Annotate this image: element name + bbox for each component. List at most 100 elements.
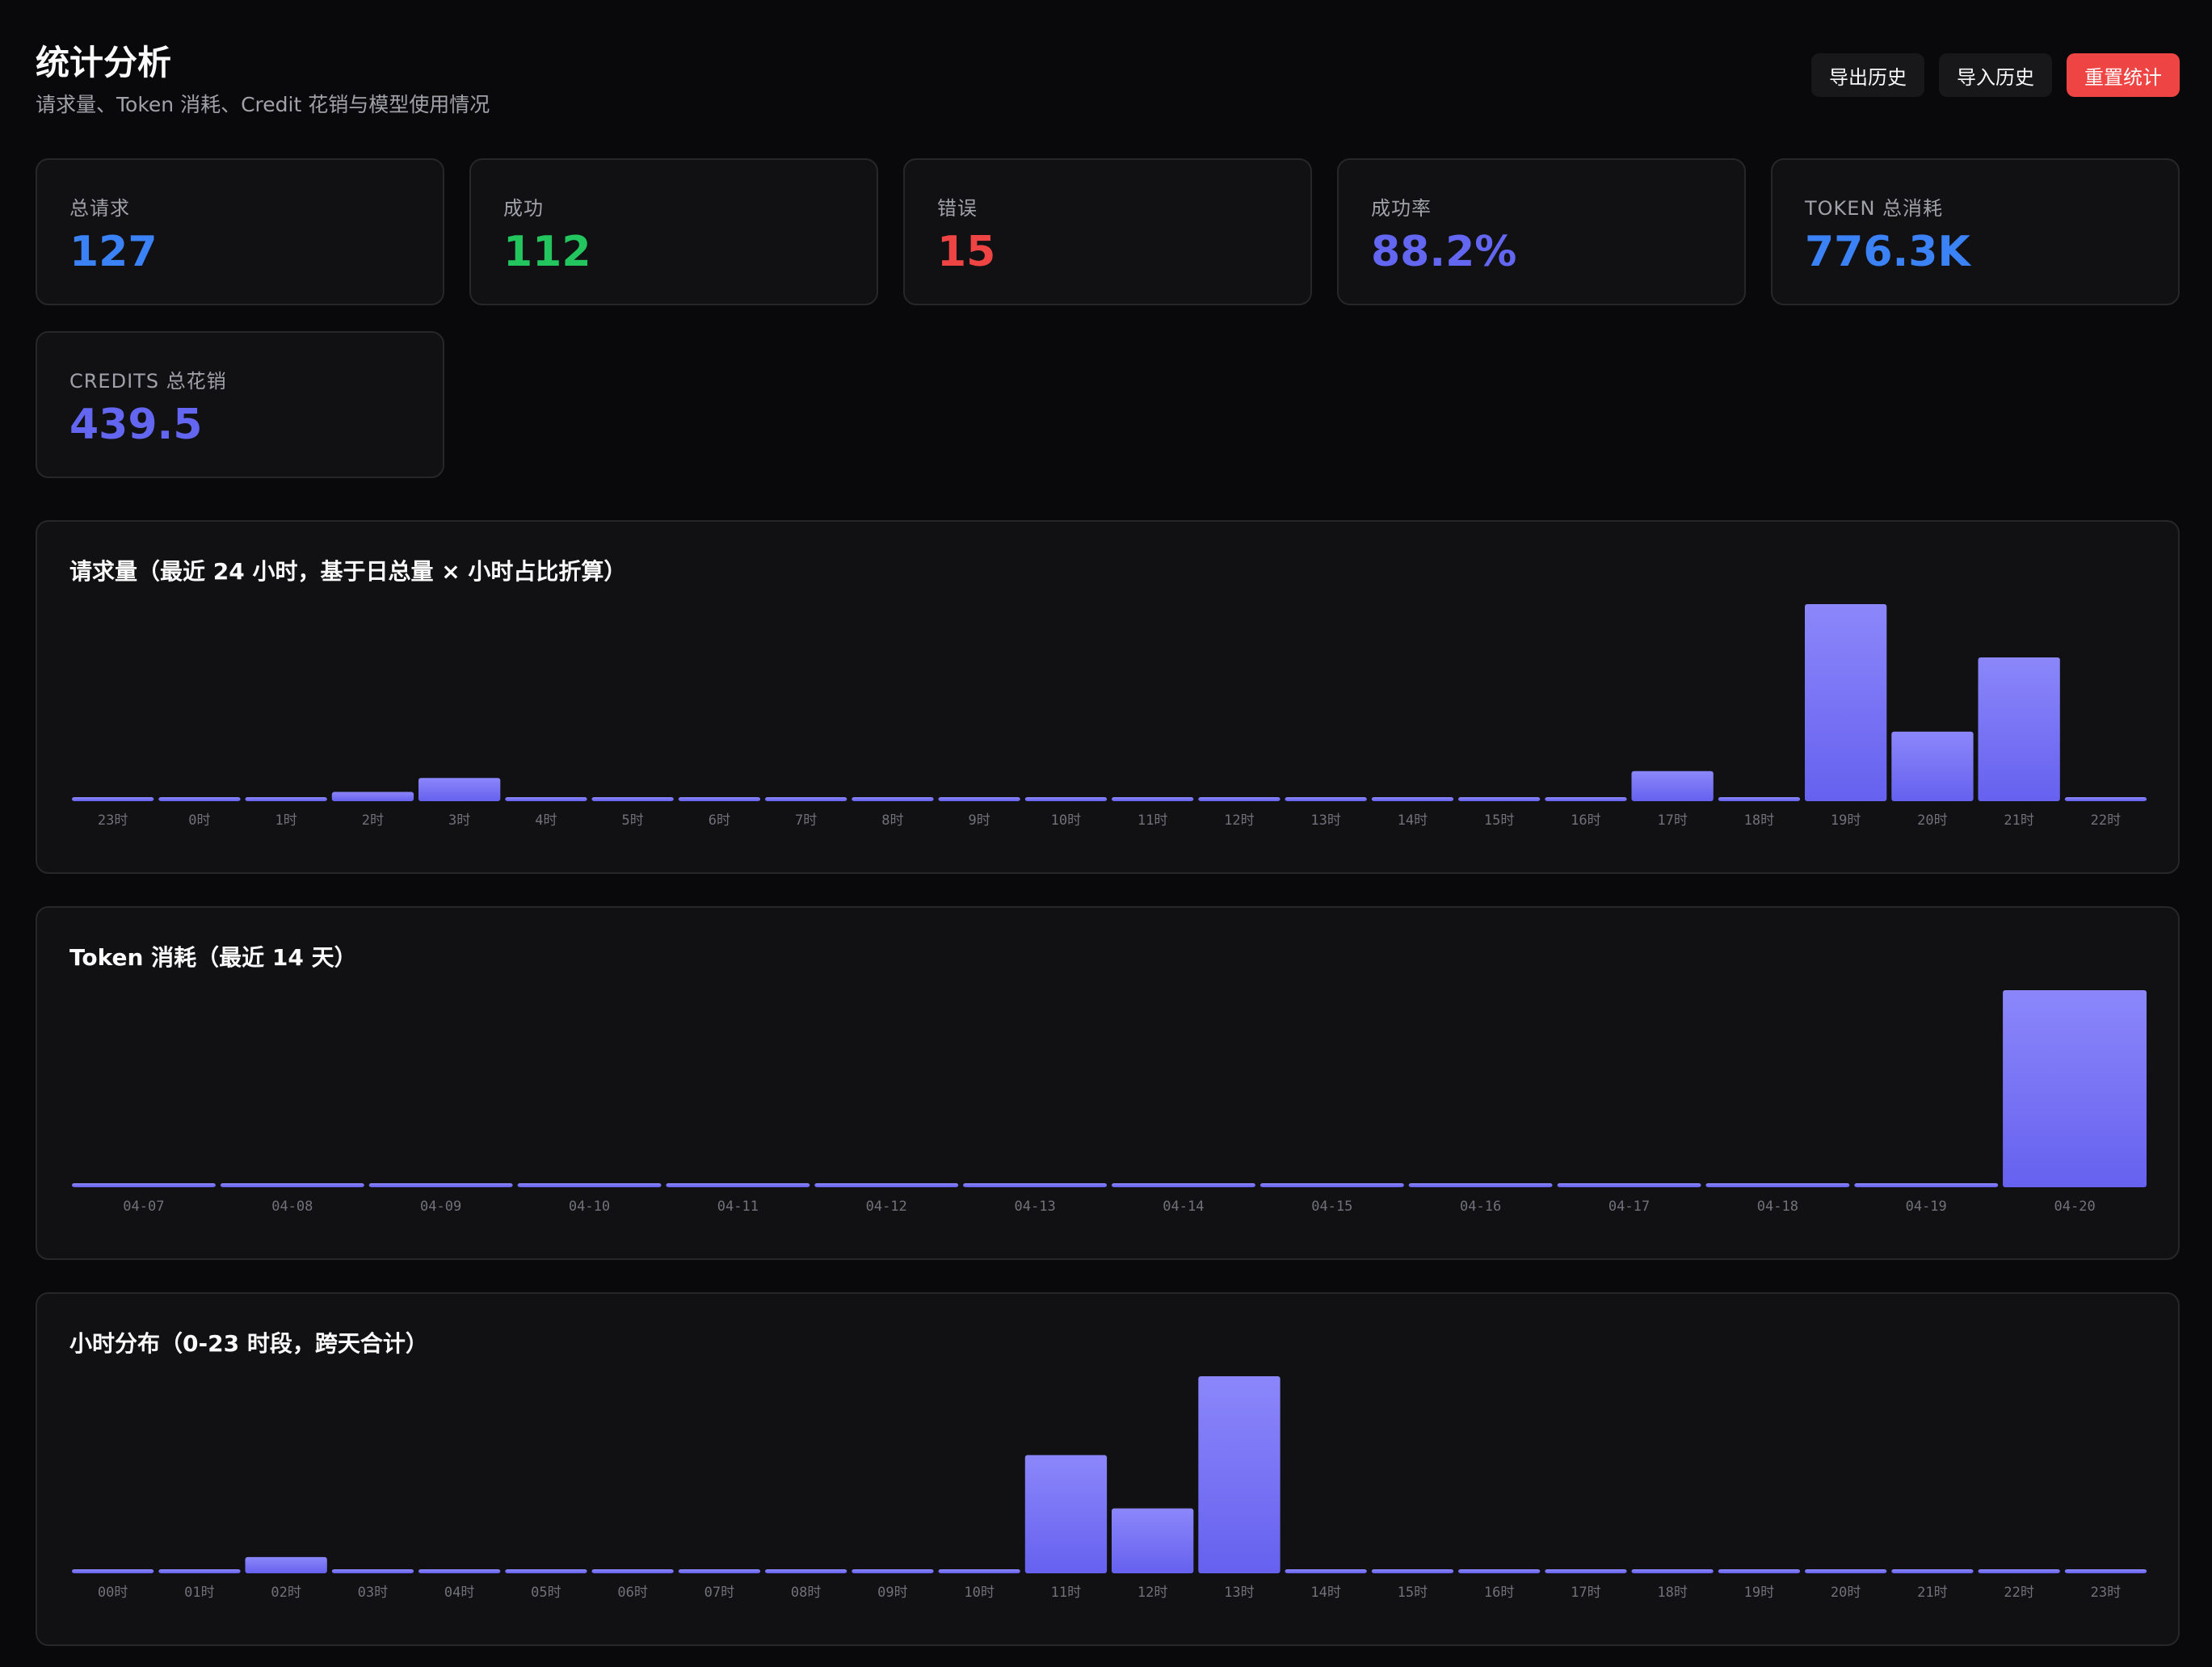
chart-card-hourly-distribution: 小时分布（0-23 时段，跨天合计） 00时 01时 02时 03时 04时 05时 06时… bbox=[36, 1292, 2180, 1646]
chart-bar bbox=[1545, 1569, 1627, 1573]
chart-bar bbox=[591, 1569, 674, 1573]
x-tick-label: 03时 bbox=[358, 1585, 388, 1601]
x-tick-label: 04-11 bbox=[717, 1199, 759, 1215]
x-tick-label: 11时 bbox=[1051, 1585, 1081, 1601]
chart-card-requests-24h: 请求量（最近 24 小时，基于日总量 × 小时占比折算） 23时 0时 1时 2时 3时… bbox=[36, 520, 2180, 874]
chart-bar bbox=[368, 1183, 513, 1187]
x-tick-label: 23时 bbox=[2091, 1585, 2121, 1601]
chart-bar bbox=[1112, 797, 1194, 801]
chart-bar bbox=[591, 797, 674, 801]
x-tick-label: 04-13 bbox=[1015, 1199, 1056, 1215]
chart-bar bbox=[331, 792, 414, 801]
chart-bar bbox=[1978, 657, 2060, 801]
header-actions: 导出历史 导入历史 重置统计 bbox=[1811, 53, 2180, 97]
chart-bar bbox=[1705, 1183, 1850, 1187]
x-tick-label: 12时 bbox=[1224, 813, 1254, 829]
chart-bar bbox=[1458, 1569, 1541, 1573]
stat-card-token-total: TOKEN 总消耗 776.3K bbox=[1771, 158, 2180, 305]
x-tick-label: 9时 bbox=[968, 813, 990, 829]
x-tick-label: 22时 bbox=[2004, 1585, 2033, 1601]
chart-bar bbox=[418, 1569, 501, 1573]
stat-card-success: 成功 112 bbox=[469, 158, 878, 305]
stat-value: 127 bbox=[69, 228, 158, 276]
chart-bar bbox=[158, 797, 241, 801]
chart-bar bbox=[1259, 1183, 1404, 1187]
chart-bar bbox=[72, 1569, 154, 1573]
chart-bar bbox=[1805, 1569, 1887, 1573]
x-tick-label: 10时 bbox=[1051, 813, 1081, 829]
chart-bar bbox=[2003, 990, 2147, 1187]
x-tick-label: 17时 bbox=[1657, 813, 1687, 829]
x-tick-label: 05时 bbox=[531, 1585, 561, 1601]
stat-label: 错误 bbox=[937, 197, 978, 220]
x-tick-label: 23时 bbox=[98, 813, 128, 829]
x-tick-label: 18时 bbox=[1744, 813, 1774, 829]
chart-title: 小时分布（0-23 时段，跨天合计） bbox=[69, 1330, 428, 1357]
x-tick-label: 08时 bbox=[791, 1585, 821, 1601]
x-tick-label: 10时 bbox=[964, 1585, 994, 1601]
stat-value: 88.2% bbox=[1371, 228, 1517, 276]
x-tick-label: 19时 bbox=[1744, 1585, 1774, 1601]
x-tick-label: 16时 bbox=[1571, 813, 1600, 829]
x-tick-label: 04-20 bbox=[2054, 1199, 2096, 1215]
chart-bar bbox=[1891, 1569, 1974, 1573]
chart-bar bbox=[1112, 1508, 1194, 1573]
stat-card-errors: 错误 15 bbox=[903, 158, 1312, 305]
x-tick-label: 0时 bbox=[188, 813, 210, 829]
x-tick-label: 4时 bbox=[535, 813, 557, 829]
token-14d-chart: 04-07 04-08 04-09 04-10 04-11 04-12 04-13 04-14… bbox=[72, 990, 2147, 1215]
chart-bar bbox=[1557, 1183, 1701, 1187]
chart-bar bbox=[72, 1183, 216, 1187]
chart-bar bbox=[245, 1556, 327, 1573]
page-header: 统计分析 请求量、Token 消耗、Credit 花销与模型使用情况 导出历史 … bbox=[36, 32, 2180, 129]
x-tick-label: 04-17 bbox=[1609, 1199, 1650, 1215]
chart-bar bbox=[1631, 771, 1714, 801]
chart-bar bbox=[2064, 797, 2147, 801]
x-tick-label: 19时 bbox=[1831, 813, 1861, 829]
stat-card-success-rate: 成功率 88.2% bbox=[1337, 158, 1746, 305]
x-tick-label: 07时 bbox=[704, 1585, 734, 1601]
chart-bar bbox=[1718, 797, 1801, 801]
x-tick-label: 04-08 bbox=[271, 1199, 313, 1215]
x-tick-label: 04-19 bbox=[1906, 1199, 1947, 1215]
stat-card-total-requests: 总请求 127 bbox=[36, 158, 444, 305]
x-tick-label: 21时 bbox=[1917, 1585, 1947, 1601]
x-tick-label: 17时 bbox=[1571, 1585, 1600, 1601]
chart-bar bbox=[1978, 1569, 2060, 1573]
export-history-button[interactable]: 导出历史 bbox=[1811, 53, 1924, 97]
chart-bar bbox=[814, 1183, 959, 1187]
x-tick-label: 15时 bbox=[1484, 813, 1514, 829]
x-tick-label: 04-18 bbox=[1757, 1199, 1798, 1215]
x-tick-label: 20时 bbox=[1831, 1585, 1861, 1601]
x-tick-label: 7时 bbox=[795, 813, 817, 829]
x-tick-label: 11时 bbox=[1138, 813, 1167, 829]
chart-bar bbox=[505, 797, 587, 801]
chart-bar bbox=[963, 1183, 1107, 1187]
chart-bar bbox=[938, 1569, 1020, 1573]
reset-stats-button[interactable]: 重置统计 bbox=[2067, 53, 2180, 97]
x-tick-label: 01时 bbox=[184, 1585, 214, 1601]
requests-24h-chart: 23时 0时 1时 2时 3时 4时 5时 6时 7时 8时 9时 10时 11时 12时 13时 14时 15… bbox=[72, 604, 2147, 829]
x-tick-label: 15时 bbox=[1398, 1585, 1428, 1601]
x-tick-label: 21时 bbox=[2004, 813, 2033, 829]
chart-bar bbox=[938, 797, 1020, 801]
chart-card-token-14d: Token 消耗（最近 14 天） 04-07 04-08 04-09 04-10 04… bbox=[36, 906, 2180, 1260]
stat-label: TOKEN 总消耗 bbox=[1805, 197, 1944, 220]
chart-bar bbox=[666, 1183, 810, 1187]
chart-bar bbox=[1545, 797, 1627, 801]
x-tick-label: 18时 bbox=[1657, 1585, 1687, 1601]
x-tick-label: 16时 bbox=[1484, 1585, 1514, 1601]
chart-bar bbox=[765, 797, 847, 801]
import-history-button[interactable]: 导入历史 bbox=[1939, 53, 2052, 97]
x-tick-label: 8时 bbox=[881, 813, 903, 829]
x-tick-label: 04-14 bbox=[1163, 1199, 1204, 1215]
chart-bar bbox=[72, 797, 154, 801]
x-tick-label: 3时 bbox=[448, 813, 470, 829]
stat-label: 成功率 bbox=[1371, 197, 1432, 220]
x-tick-label: 13时 bbox=[1224, 1585, 1254, 1601]
hourly-distribution-chart: 00时 01时 02时 03时 04时 05时 06时 07时 08时 09时 10时 11时 12时 1… bbox=[72, 1376, 2147, 1601]
x-tick-label: 22时 bbox=[2091, 813, 2121, 829]
x-tick-label: 04-16 bbox=[1460, 1199, 1501, 1215]
chart-bar bbox=[852, 1569, 934, 1573]
chart-bar bbox=[1854, 1183, 1999, 1187]
